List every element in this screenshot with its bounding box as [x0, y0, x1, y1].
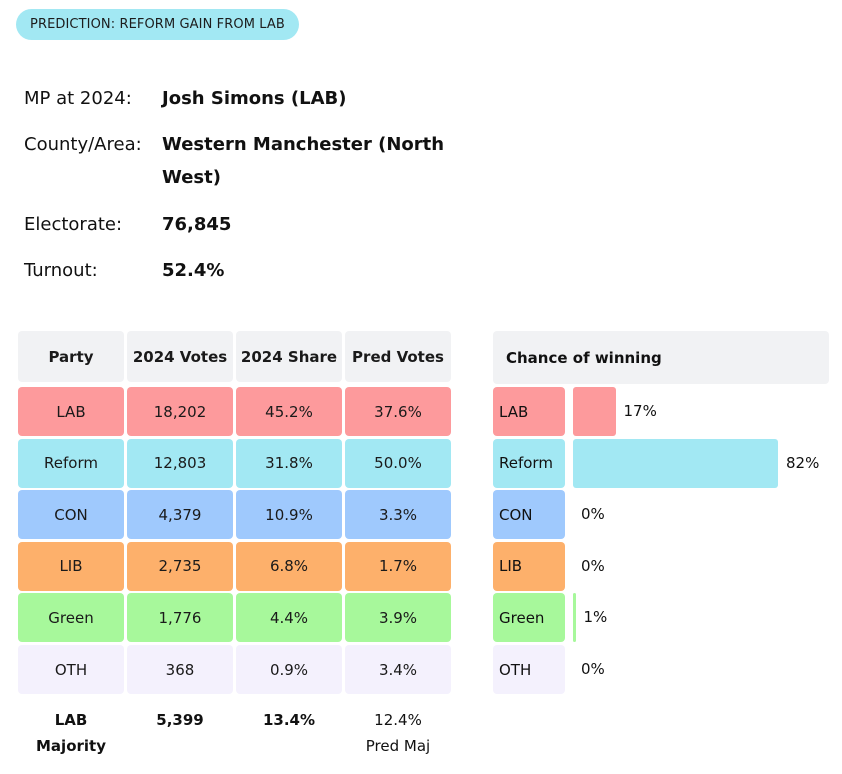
chance-party-con: CON	[493, 490, 565, 540]
turnout-value: 52.4%	[162, 260, 225, 281]
share-2024-cell-lab: 45.2%	[236, 387, 342, 436]
pred-votes-cell-green: 3.9%	[345, 593, 451, 643]
share-2024-cell-reform: 31.8%	[236, 438, 342, 488]
county-label: County/Area:	[24, 134, 142, 155]
votes-2024-cell-lab: 18,202	[127, 387, 233, 436]
prediction-badge: PREDICTION: REFORM GAIN FROM LAB	[16, 9, 299, 40]
footer-party-line1: LAB	[54, 711, 88, 729]
party-cell-lab: LAB	[18, 387, 124, 436]
chance-bar-lab	[573, 387, 616, 436]
party-cell-lib: LIB	[18, 541, 124, 591]
chance-party-oth: OTH	[493, 645, 565, 694]
pred-votes-cell-lib: 1.7%	[345, 541, 451, 591]
pred-votes-cell-lab: 37.6%	[345, 387, 451, 436]
footer-party: LAB Majority	[18, 707, 124, 759]
votes-2024-cell-con: 4,379	[127, 490, 233, 540]
turnout-label: Turnout:	[24, 260, 98, 281]
electorate-label: Electorate:	[24, 214, 123, 235]
footer-pred-line1: 12.4%	[374, 711, 422, 729]
footer-majority-share: 13.4%	[262, 711, 316, 729]
share-2024-cell-oth: 0.9%	[236, 645, 342, 694]
header-2024-share: 2024 Share	[236, 331, 342, 382]
mp-label: MP at 2024:	[24, 88, 132, 109]
chance-party-green: Green	[493, 593, 565, 643]
votes-2024-cell-green: 1,776	[127, 593, 233, 643]
pred-votes-cell-con: 3.3%	[345, 490, 451, 540]
chance-of-winning-header: Chance of winning	[493, 331, 829, 384]
chance-pct-con: 0%	[581, 505, 605, 524]
share-2024-cell-green: 4.4%	[236, 593, 342, 643]
chance-pct-reform: 82%	[786, 453, 820, 472]
footer-pred-line2: Pred Maj	[365, 737, 431, 755]
electorate-value: 76,845	[162, 214, 232, 235]
chance-bar-reform	[573, 438, 778, 488]
chance-party-reform: Reform	[493, 438, 565, 488]
county-value: Western Manchester (North West)	[162, 134, 445, 188]
party-cell-oth: OTH	[18, 645, 124, 694]
votes-2024-cell-oth: 368	[127, 645, 233, 694]
chance-pct-oth: 0%	[581, 660, 605, 678]
header-pred-votes: Pred Votes	[345, 331, 451, 382]
share-2024-cell-con: 10.9%	[236, 490, 342, 540]
header-party: Party	[18, 331, 124, 382]
chance-bar-green	[573, 593, 576, 643]
share-2024-cell-lib: 6.8%	[236, 541, 342, 591]
votes-2024-cell-lib: 2,735	[127, 541, 233, 591]
chance-pct-lib: 0%	[581, 556, 605, 575]
party-cell-green: Green	[18, 593, 124, 643]
party-cell-reform: Reform	[18, 438, 124, 488]
mp-value: Josh Simons (LAB)	[162, 88, 347, 109]
footer-pred-majority: 12.4% Pred Maj	[345, 707, 451, 759]
chance-pct-lab: 17%	[623, 402, 657, 420]
chance-party-lib: LIB	[493, 541, 565, 591]
footer-majority-votes: 5,399	[156, 711, 204, 729]
pred-votes-cell-reform: 50.0%	[345, 438, 451, 488]
pred-votes-cell-oth: 3.4%	[345, 645, 451, 694]
party-cell-con: CON	[18, 490, 124, 540]
header-2024-votes: 2024 Votes	[127, 331, 233, 382]
footer-party-line2: Majority	[36, 737, 106, 755]
chance-party-lab: LAB	[493, 387, 565, 436]
chance-pct-green: 1%	[583, 608, 608, 627]
votes-2024-cell-reform: 12,803	[127, 438, 233, 488]
